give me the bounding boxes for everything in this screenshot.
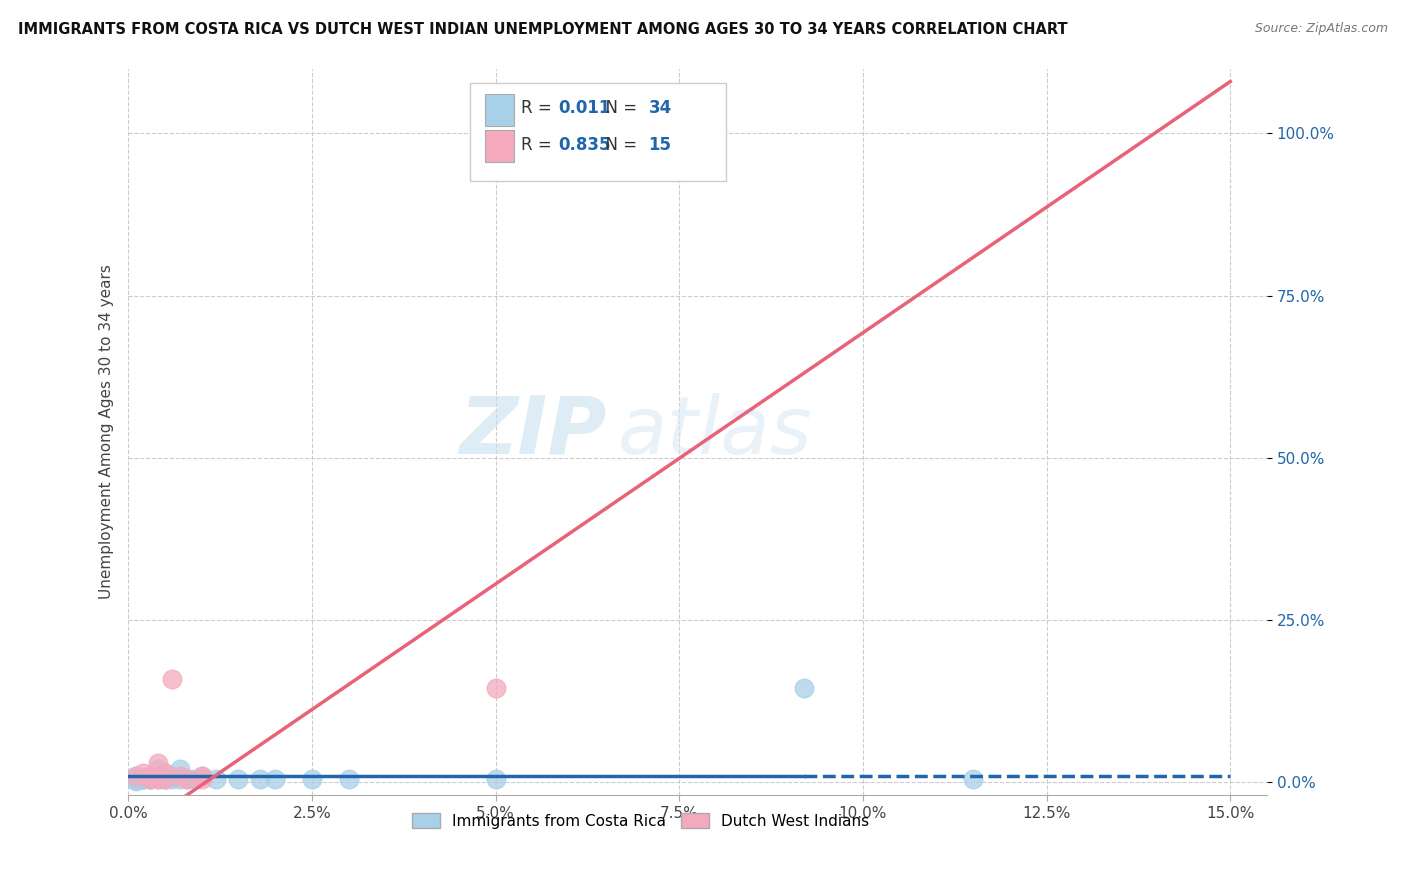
Point (146, 772, 169, 787)
Point (132, 772, 155, 787)
FancyBboxPatch shape (470, 83, 725, 181)
Point (301, 772, 323, 787)
Point (139, 769, 162, 783)
Text: 0.835: 0.835 (558, 136, 612, 153)
Point (124, 769, 146, 783)
Point (146, 763, 169, 777)
Point (132, 772, 155, 787)
Text: 34: 34 (648, 100, 672, 118)
Point (146, 769, 169, 783)
Point (249, 772, 271, 787)
Point (176, 772, 198, 787)
Point (153, 765, 176, 780)
Point (162, 772, 184, 787)
Text: R =: R = (522, 136, 557, 153)
Point (124, 772, 146, 787)
Point (793, 681, 815, 696)
Point (146, 756, 169, 770)
Point (124, 772, 146, 787)
Point (962, 772, 984, 787)
Point (132, 770, 155, 784)
Point (162, 672, 184, 686)
Point (264, 772, 287, 787)
Text: N =: N = (595, 100, 643, 118)
Text: IMMIGRANTS FROM COSTA RICA VS DUTCH WEST INDIAN UNEMPLOYMENT AMONG AGES 30 TO 34: IMMIGRANTS FROM COSTA RICA VS DUTCH WEST… (18, 22, 1069, 37)
Point (132, 772, 155, 787)
Point (124, 774, 146, 789)
Point (484, 681, 506, 696)
Point (228, 772, 250, 787)
Point (139, 769, 162, 783)
Point (153, 772, 176, 787)
Text: 0.011: 0.011 (558, 100, 612, 118)
Text: atlas: atlas (617, 393, 813, 471)
Point (205, 772, 228, 787)
Point (176, 772, 198, 787)
Point (337, 772, 360, 787)
Point (499, 127, 522, 141)
Point (190, 769, 212, 783)
Text: N =: N = (595, 136, 643, 153)
Point (139, 772, 162, 787)
Point (153, 772, 176, 787)
Point (139, 772, 162, 787)
Point (169, 763, 191, 777)
FancyBboxPatch shape (485, 94, 515, 126)
Point (124, 769, 146, 783)
Point (484, 772, 506, 787)
Point (139, 772, 162, 787)
Point (162, 769, 184, 783)
Point (190, 769, 212, 783)
Point (169, 769, 191, 783)
Point (139, 772, 162, 787)
Text: ZIP: ZIP (460, 393, 606, 471)
Point (169, 772, 191, 787)
Point (132, 765, 155, 780)
Text: Source: ZipAtlas.com: Source: ZipAtlas.com (1254, 22, 1388, 36)
Y-axis label: Unemployment Among Ages 30 to 34 years: Unemployment Among Ages 30 to 34 years (100, 265, 114, 599)
FancyBboxPatch shape (485, 130, 515, 162)
Point (146, 772, 169, 787)
Point (183, 772, 205, 787)
Text: R =: R = (522, 100, 557, 118)
Point (190, 772, 212, 787)
Text: 15: 15 (648, 136, 672, 153)
Point (153, 772, 176, 787)
Point (153, 765, 176, 780)
Legend: Immigrants from Costa Rica, Dutch West Indians: Immigrants from Costa Rica, Dutch West I… (406, 807, 876, 835)
